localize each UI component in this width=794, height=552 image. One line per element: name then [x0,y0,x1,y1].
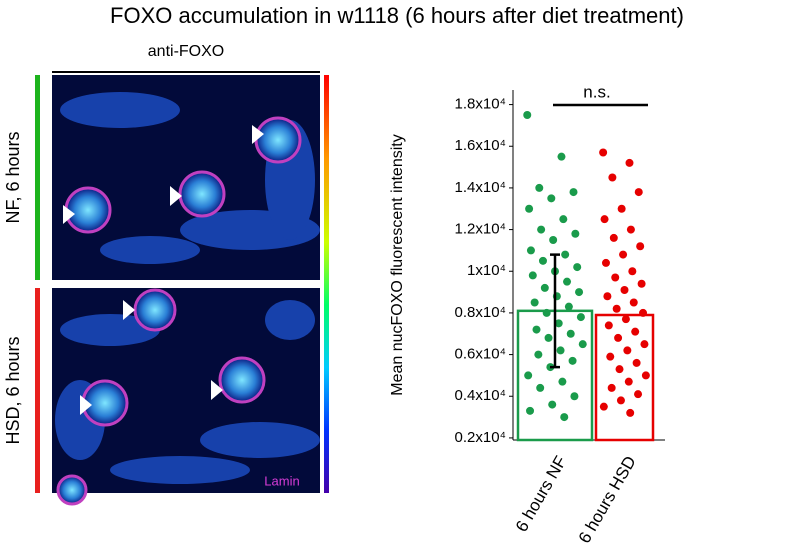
data-point [534,350,543,359]
data-point [640,340,649,349]
data-point [637,279,646,288]
data-point [561,250,570,259]
y-tick-label: 1.4x10⁴ [455,179,506,196]
data-point [554,319,563,328]
data-point [615,365,624,374]
data-point [526,246,535,255]
y-tick-label: 0.4x10⁴ [455,387,506,404]
data-point [573,263,582,272]
data-point [571,229,580,238]
data-point [634,390,643,399]
y-axis-label: Mean nucFOXO fluorescent intensity [389,134,406,395]
data-point [623,346,632,355]
error-bar [550,253,560,369]
data-point [575,288,584,297]
data-point [625,158,634,167]
data-point [603,292,612,301]
data-point [563,277,572,286]
data-point [606,352,615,361]
data-point [523,111,532,119]
row-color-bar [35,288,40,493]
data-point [612,304,621,313]
data-point [564,302,573,311]
data-point [601,258,610,267]
data-point [547,194,556,203]
data-point [532,325,541,334]
micrographs [52,75,320,506]
x-tick-label: 6 hours NF [512,453,571,535]
data-point [528,271,537,280]
data-point [578,340,587,349]
data-point [566,329,575,338]
data-point [549,236,558,244]
row-color-bar [35,75,40,280]
data-point [611,273,620,282]
data-point [632,358,641,367]
data-point [535,183,544,192]
data-point [624,377,633,386]
y-tick-label: 0.6x10⁴ [455,346,506,363]
y-tick-label: 1.8x10⁴ [455,96,506,113]
row-label: NF, 6 hours [3,131,23,223]
data-point [526,406,535,415]
y-tick-label: 1.2x10⁴ [455,221,506,238]
data-point [639,308,648,317]
stain-label: Lamin [264,473,299,488]
data-point [616,396,625,405]
data-point [542,308,551,317]
y-tick-label: 0.8x10⁴ [455,304,506,321]
data-point [609,233,618,242]
panel-header: anti-FOXO [148,43,224,60]
data-point [617,204,626,213]
data-point [558,377,567,386]
data-point [537,225,546,234]
data-point [559,215,568,224]
data-point [544,333,553,342]
data-point [626,225,635,234]
y-tick-label: 1.6x10⁴ [455,137,506,154]
data-point [576,313,585,322]
data-point [600,215,609,224]
data-point [608,173,617,182]
data-point [599,148,608,157]
data-point [636,242,645,251]
color-bar [324,75,329,493]
row-label: HSD, 6 hours [3,336,23,444]
data-point [570,392,579,401]
data-point [629,298,638,307]
data-point [620,286,629,294]
data-point [524,371,533,380]
data-point [556,346,565,355]
x-tick-label: 6 hours HSD [575,453,640,547]
data-point [614,333,623,342]
figure-title: FOXO accumulation in w1118 (6 hours afte… [110,3,684,28]
data-point [619,250,628,259]
data-point [631,327,640,336]
y-tick-label: 1x10⁴ [467,262,506,279]
data-point [641,371,650,380]
data-point [538,256,547,265]
data-point [626,408,635,417]
data-point [628,267,637,276]
data-point [634,188,643,197]
data-point [621,315,630,324]
y-tick-label: 0.2x10⁴ [455,429,506,446]
data-point [548,400,557,409]
data-point [604,321,613,330]
significance-label: n.s. [583,82,610,101]
data-point [525,204,534,213]
data-point [569,188,578,197]
data-point [557,152,566,161]
data-point [560,413,569,422]
data-point [568,356,577,365]
data-point [530,298,539,307]
data-point [599,402,608,411]
data-point [607,383,616,392]
data-point [536,383,545,392]
data-point [540,283,549,292]
